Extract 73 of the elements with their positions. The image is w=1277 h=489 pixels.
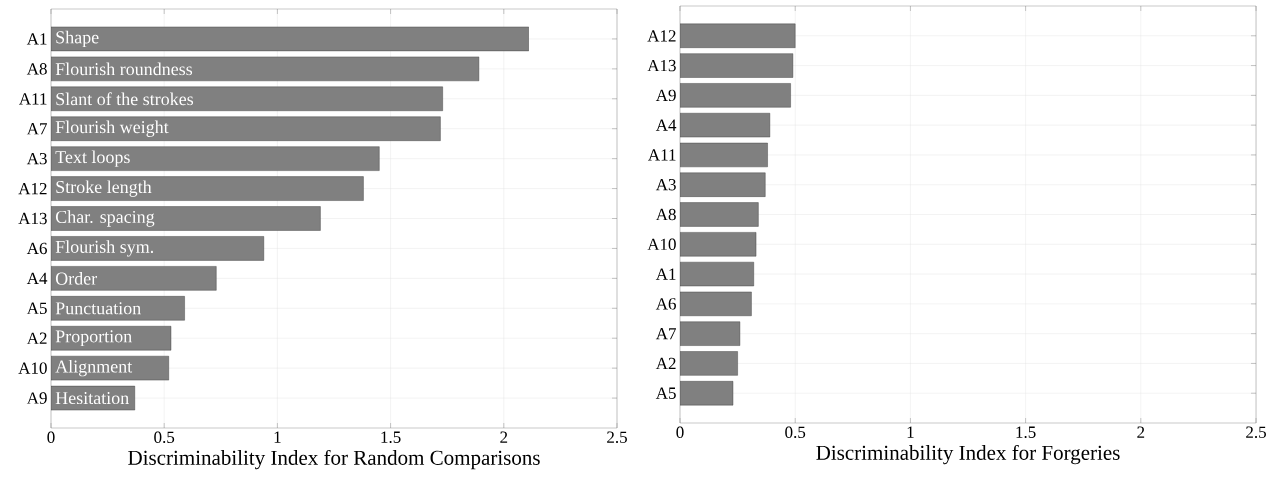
annotation: Text loops — [55, 150, 130, 167]
bar — [51, 266, 217, 291]
y-tick-label: A2 — [655, 357, 676, 370]
bar — [680, 113, 771, 138]
y-tick-label: A6 — [655, 298, 676, 310]
x-tick-label: 1 — [907, 426, 914, 438]
bar — [680, 351, 738, 376]
y-tick-label: A13 — [647, 59, 676, 72]
y-tick-label: A13 — [18, 212, 47, 225]
annotation: Hesitation — [55, 392, 129, 405]
annotation: Punctuation — [55, 302, 141, 315]
bar — [680, 261, 754, 287]
y-tick-label: A4 — [26, 272, 48, 284]
annotation: Flourish roundness — [55, 62, 193, 76]
x-tick-label: 2.5 — [607, 431, 627, 444]
y-tick-label: A12 — [647, 30, 676, 42]
annotation: Stroke length — [56, 180, 152, 197]
bar — [51, 116, 441, 141]
bar — [680, 172, 766, 197]
annotation: Shape — [56, 30, 99, 48]
bar — [680, 232, 757, 257]
bar — [51, 26, 529, 52]
y-tick-label: A12 — [18, 182, 47, 195]
x-tick-label: 0 — [676, 426, 684, 438]
bar — [680, 381, 734, 406]
bar — [51, 86, 443, 111]
y-tick-label: A3 — [655, 179, 676, 191]
bar — [51, 206, 321, 231]
x-tick-label: 2 — [1137, 426, 1145, 438]
y-tick-label: A11 — [19, 93, 47, 105]
y-tick-label: A8 — [26, 63, 47, 75]
x-tick-label: 0.5 — [785, 426, 806, 439]
bar — [680, 23, 796, 48]
y-tick-label: A5 — [26, 302, 47, 314]
x-tick-label: 0.5 — [154, 431, 175, 444]
y-tick-label: A4 — [655, 119, 677, 131]
bar — [680, 83, 791, 108]
annotation: Alignment — [55, 359, 133, 377]
y-tick-label: A7 — [655, 328, 676, 340]
x-axis-title: Discriminability Index for Forgeries — [816, 444, 1120, 465]
y-tick-label: A1 — [26, 33, 47, 45]
annotation: Char. spacing — [55, 210, 155, 227]
y-tick-label: A5 — [655, 387, 676, 399]
x-tick-label: 0 — [47, 431, 55, 443]
bar — [680, 291, 752, 316]
y-tick-label: A9 — [655, 89, 676, 102]
y-tick-label: A3 — [26, 152, 47, 165]
bar — [680, 142, 768, 168]
x-tick-label: 1.5 — [381, 431, 401, 443]
y-tick-label: A11 — [648, 149, 676, 161]
x-tick-label: 2.5 — [1246, 426, 1266, 439]
bar — [680, 53, 794, 78]
bar — [680, 321, 741, 346]
annotation: Flourish weight — [55, 120, 169, 137]
y-tick-label: A9 — [26, 392, 47, 404]
y-tick-label: A10 — [18, 362, 47, 374]
y-tick-label: A1 — [655, 268, 676, 280]
bar — [51, 146, 380, 171]
y-tick-label: A2 — [26, 332, 47, 344]
x-tick-label: 1 — [274, 431, 281, 443]
y-tick-label: A10 — [647, 238, 676, 251]
x-axis-title: Discriminability Index for Random Comparisons — [128, 449, 540, 470]
x-tick-label: 2 — [500, 431, 508, 443]
bar — [680, 202, 759, 227]
annotation: Flourish sym. — [55, 240, 154, 257]
y-tick-label: A7 — [26, 123, 47, 135]
annotation: Order — [55, 272, 98, 285]
bar — [51, 176, 364, 201]
y-tick-label: A6 — [26, 242, 47, 255]
annotation: Slant of the strokes — [56, 92, 194, 106]
y-tick-label: A8 — [655, 208, 676, 221]
annotation: Proportion — [55, 330, 132, 347]
x-tick-label: 1.5 — [1016, 426, 1036, 438]
